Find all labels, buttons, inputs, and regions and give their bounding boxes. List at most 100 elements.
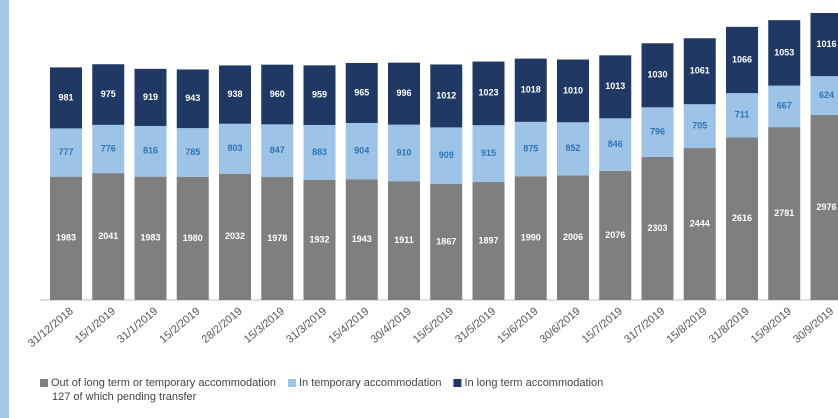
x-tick-label: 28/2/2019 [200,305,245,346]
bar-segment [472,125,505,183]
bar-segment [219,173,251,300]
side-strip [0,0,9,418]
bar-segment [768,20,801,86]
value-label: 938 [227,89,242,99]
bar-segment [261,124,294,178]
x-tick-label: 15/2/2019 [157,305,202,346]
x-tick-label: 15/3/2019 [242,305,287,346]
legend-swatch [40,379,48,387]
x-tick-label: 31/8/2019 [707,305,752,346]
value-label: 981 [58,92,73,102]
value-label: 785 [185,147,200,157]
bar-segment [430,127,463,184]
x-tick-label: 31/5/2019 [453,305,498,346]
bar-segment [388,181,420,300]
bar-segment [303,179,336,300]
value-label: 1980 [183,233,203,243]
value-label: 1010 [563,85,583,95]
bar-segment [303,65,336,125]
value-label: 777 [58,147,73,157]
value-label: 803 [227,143,242,153]
bar-segment [810,114,838,300]
bar-segment [134,68,167,126]
legend-swatch [287,379,296,387]
bar-segment [557,122,589,176]
value-label: 2076 [605,230,625,240]
value-label: 1030 [647,70,667,80]
bar-segment [430,183,463,300]
value-label: 1053 [774,47,794,57]
bar-segment [92,124,125,174]
value-label: 1023 [478,88,498,98]
value-label: 711 [735,110,750,120]
bar-segment [810,76,838,115]
value-label: 852 [565,143,580,153]
value-label: 919 [143,92,158,102]
x-tick-label: 15/9/2019 [749,305,794,346]
bar-segment [50,128,82,177]
value-label: 667 [777,101,792,111]
annotation: 127 of which pending transfer [52,391,197,403]
value-label: 624 [819,90,834,100]
x-tick-label: 31/7/2019 [622,305,667,346]
value-label: 1983 [140,233,160,243]
value-label: 1018 [521,85,541,95]
x-tick-label: 30/4/2019 [369,305,414,346]
value-label: 2041 [98,231,118,241]
value-label: 883 [312,147,327,157]
bar-segment [557,175,589,300]
value-label: 2444 [690,218,710,228]
bar-segment [683,148,716,300]
bar-segment [768,85,801,128]
bar-segment [683,38,716,105]
bar-segment [810,13,838,77]
bar-segment [345,62,378,123]
bar-segment [345,122,378,180]
bar-segment [683,104,716,149]
value-label: 846 [608,139,623,149]
bar-segment [134,176,167,300]
value-label: 1932 [309,234,329,244]
value-label: 909 [439,150,454,160]
bar-segment [768,127,801,300]
value-label: 2006 [563,232,583,242]
x-tick-label: 15/4/2019 [326,305,371,346]
legend-label: Out of long term or temporary accommodat… [51,377,276,389]
bar-segment [557,59,589,123]
x-tick-label: 30/9/2019 [791,305,836,346]
value-label: 996 [396,88,411,98]
bar-segment [514,58,547,122]
value-label: 965 [354,87,369,97]
value-label: 1978 [267,233,287,243]
bar-segment [472,182,505,300]
x-tick-label: 15/1/2019 [73,305,118,346]
value-label: 910 [396,147,411,157]
bar-segment [726,93,758,138]
legend-swatch [453,379,462,387]
value-label: 847 [270,145,285,155]
bar-segment [599,55,632,119]
bar-segment [134,125,167,177]
value-label: 1867 [436,236,456,246]
bar-segment [726,137,758,300]
value-label: 796 [650,126,665,136]
value-label: 2032 [225,231,245,241]
bar-segment [92,173,125,300]
bar-segment [219,65,251,124]
legend: Out of long term or temporary accommodat… [40,377,603,389]
bar-segment [92,64,125,125]
value-label: 943 [185,93,200,103]
value-label: 2781 [774,208,794,218]
bar-segment [345,179,378,300]
value-label: 1061 [690,66,710,76]
x-tick-label: 31/1/2019 [115,305,160,346]
bar-segment [514,176,547,300]
bar-segment [176,128,209,177]
x-tick-label: 31/12/2018 [26,305,76,350]
bar-segment [472,61,505,126]
value-label: 1897 [478,235,498,245]
value-label: 816 [143,146,158,156]
value-label: 1016 [816,39,836,49]
value-label: 1066 [732,54,752,64]
bar-segment [303,124,336,180]
